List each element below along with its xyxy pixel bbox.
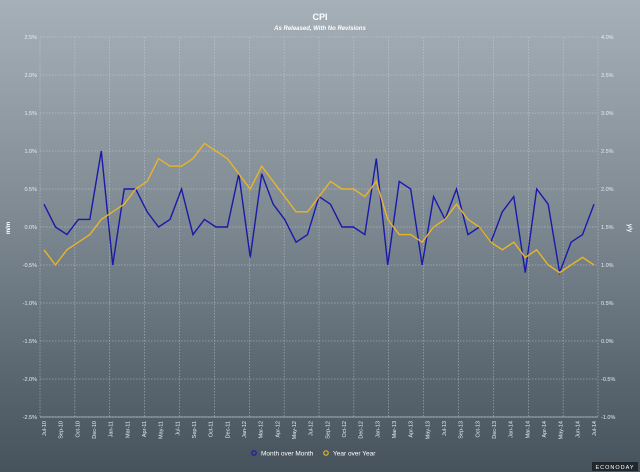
series-line-year-over-year [43, 142, 595, 274]
legend-yoy-label: Year over Year [333, 451, 376, 458]
x-tick-label: Mar-14 [525, 421, 531, 438]
legend: Month over Month Year over Year [251, 450, 376, 458]
y-right-tick-label: 2.0% [601, 187, 614, 193]
legend-yoy-marker [323, 450, 329, 456]
watermark-badge: ECONODAY [592, 462, 638, 471]
y-left-tick-label: -0.5% [23, 263, 37, 269]
chart-title: CPI [312, 12, 327, 22]
x-tick-label: Dec-13 [492, 421, 498, 439]
x-tick-label: Jan-11 [109, 421, 115, 437]
y-right-tick-label: 1.5% [601, 225, 614, 231]
x-tick-label: Sep-13 [459, 421, 465, 439]
legend-mom-label: Month over Month [261, 451, 314, 458]
x-tick-label: Apr-14 [542, 421, 548, 438]
x-tick-label: Dec-12 [359, 421, 365, 439]
y-left-tick-label: 2.0% [24, 73, 37, 79]
x-tick-label: Jul-13 [442, 421, 448, 436]
y-axis-left-title: m/m [6, 222, 12, 234]
chart-subtitle: As Released, With No Revisions [273, 26, 366, 32]
y-axis-right-title: y/y [626, 224, 632, 233]
x-tick-label: Sep-12 [325, 421, 331, 439]
x-tick-label: Jul-14 [592, 421, 598, 436]
legend-mom-marker [251, 450, 257, 456]
x-tick-label: Jul-11 [175, 421, 181, 436]
y-left-tick-label: 0.0% [24, 225, 37, 231]
y-right-tick-label: 3.0% [601, 111, 614, 117]
watermark: ECONODAY [595, 465, 634, 471]
x-tick-label: May-14 [559, 421, 565, 439]
x-tick-label: Oct-10 [75, 421, 81, 438]
y-right-tick-label: -0.5% [601, 377, 615, 383]
y-left-tick-label: -1.0% [23, 301, 37, 307]
x-tick-label: Mar-13 [392, 421, 398, 438]
y-left-tick-label: 1.5% [24, 111, 37, 117]
y-right-tick-label: 3.5% [601, 73, 614, 79]
y-left-tick-label: 2.5% [24, 35, 37, 41]
x-tick-label: Apr-12 [275, 421, 281, 438]
y-right-tick-label: 0.5% [601, 301, 614, 307]
y-left-tick-label: 1.0% [24, 149, 37, 155]
y-right-tick-label: 1.0% [601, 263, 614, 269]
x-tick-label: Apr-13 [409, 421, 415, 438]
x-tick-label: May-11 [159, 421, 165, 439]
x-tick-label: Jul-12 [309, 421, 315, 436]
y-left-tick-label: -2.0% [23, 377, 37, 383]
x-tick-label: May-13 [425, 421, 431, 439]
y-left-tick-label: 0.5% [24, 187, 37, 193]
x-tick-label: Jun-14 [575, 421, 581, 438]
x-tick-label: Jul-10 [42, 421, 48, 436]
x-tick-label: Dec-11 [225, 421, 231, 438]
y-axis-left-ticks: 2.5% 2.0% 1.5% 1.0% 0.5% 0.0% -0.5% -1.0% -1.5% -… [23, 35, 37, 421]
series-layer [43, 142, 595, 276]
x-axis-ticks: Jul-10 Sep-10 Oct-10 Dec-10 Jan-11 Mar-11 Apr-… [42, 421, 598, 439]
x-tick-label: Jan-12 [242, 421, 248, 438]
x-tick-label: Oct-13 [475, 421, 481, 438]
y-left-tick-label: -2.5% [23, 415, 37, 421]
x-tick-label: Mar-11 [125, 421, 131, 438]
y-right-tick-label: 2.5% [601, 149, 614, 155]
x-tick-label: Sep-11 [192, 421, 198, 438]
y-right-tick-label: 0.0% [601, 339, 614, 345]
x-tick-label: Oct-11 [209, 421, 215, 437]
x-tick-label: Mar-12 [259, 421, 265, 438]
y-left-tick-label: -1.5% [23, 339, 37, 345]
x-tick-label: Jan-14 [509, 421, 515, 438]
x-tick-label: Dec-10 [92, 421, 98, 439]
x-tick-label: Sep-10 [59, 421, 65, 439]
x-tick-label: Apr-11 [142, 421, 148, 437]
x-tick-label: Oct-12 [342, 421, 348, 438]
gridlines [39, 36, 599, 418]
x-tick-label: Jan-13 [375, 421, 381, 438]
x-tick-label: May-12 [292, 421, 298, 439]
y-right-tick-label: 4.0% [601, 35, 614, 41]
y-right-tick-label: -1.0% [601, 415, 615, 421]
y-axis-right-ticks: 4.0% 3.5% 3.0% 2.5% 2.0% 1.5% 1.0% 0.5% 0.0% -0.5… [601, 35, 615, 421]
